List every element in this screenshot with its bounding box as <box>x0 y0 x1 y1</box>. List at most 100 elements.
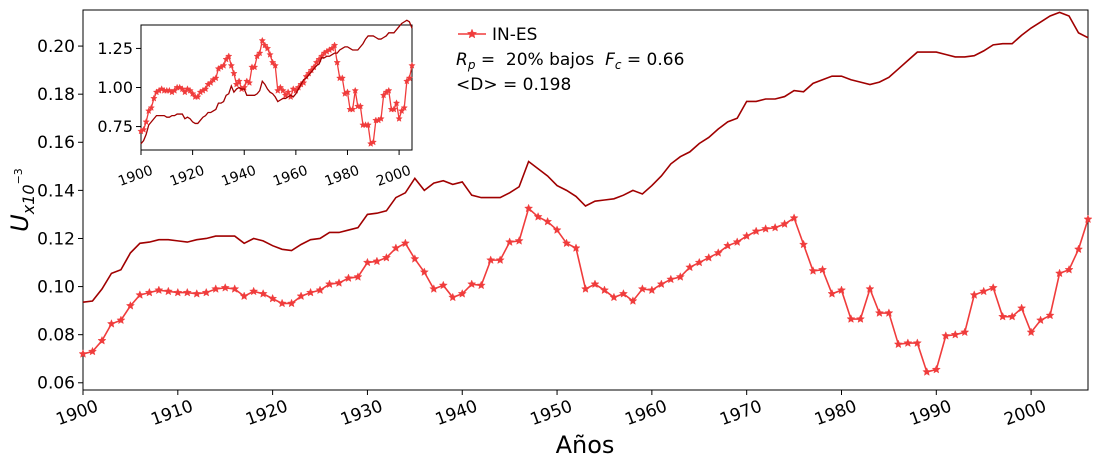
inset-data-point-star <box>256 49 264 57</box>
inset-data-point-star <box>364 121 372 129</box>
inset-data-point-star <box>222 55 230 63</box>
main-data-point-star <box>1017 303 1027 313</box>
main-data-point-star <box>865 284 875 293</box>
main-x-axis: 1900 1910 1920 1930 1940 1950 1960 1970 1980 1990… <box>54 390 1049 430</box>
main-data-point-star <box>334 278 344 287</box>
inset-data-point-star <box>385 86 393 94</box>
inset-data-point-star <box>219 61 228 69</box>
main-data-point-star <box>694 257 704 267</box>
main-data-point-star <box>163 286 173 296</box>
main-y-tick-label: 0.20 <box>37 37 75 57</box>
main-data-point-star <box>277 298 287 308</box>
main-chart: 0.06 0.08 0.10 0.12 0.14 0.16 0.18 0.20 1900 191… <box>6 9 1093 459</box>
inset-data-point-star <box>330 41 339 49</box>
annotations: Rp = 20% bajos Fc = 0.66 <D> = 0.198 <box>456 50 684 95</box>
main-data-point-star <box>1036 315 1046 325</box>
inset-data-point-star <box>186 86 194 94</box>
inset-data-point-star <box>343 88 352 96</box>
inset-data-point-star <box>369 138 377 146</box>
main-data-point-star <box>855 314 865 323</box>
main-data-point-star <box>533 212 543 221</box>
main-data-point-star <box>258 289 268 298</box>
inset-y-tick-label: 1.25 <box>97 39 133 58</box>
main-data-point-star <box>1064 265 1074 274</box>
main-data-point-star <box>770 222 780 232</box>
main-data-point-star <box>922 367 932 376</box>
main-data-point-star <box>296 291 306 301</box>
main-series-reference-line <box>82 11 1089 304</box>
inset-data-point-star <box>188 89 197 97</box>
main-data-point-star <box>1026 327 1036 337</box>
main-data-point-star <box>704 253 714 262</box>
inset-data-point-star <box>253 52 261 60</box>
main-data-point-star <box>552 225 562 234</box>
main-data-point-star <box>761 224 771 233</box>
annotation-rp-text: = 20% bajos <box>475 50 605 70</box>
main-data-point-star <box>637 284 647 293</box>
inset-series-reference-line <box>140 19 413 145</box>
inset-data-point-star <box>271 61 279 69</box>
main-data-point-star <box>780 219 790 228</box>
inset-data-point-star <box>333 58 341 66</box>
main-data-point-star <box>514 236 524 245</box>
main-data-point-star <box>912 338 922 347</box>
inset-data-point-star <box>328 44 336 52</box>
main-data-point-star <box>287 298 297 308</box>
legend: IN-ES <box>458 25 537 45</box>
inset-data-point-star <box>403 77 411 85</box>
main-data-point-star <box>495 255 505 264</box>
inset-data-point-star <box>147 103 155 111</box>
main-data-point-star <box>230 284 240 293</box>
main-data-point-star <box>343 273 353 282</box>
main-data-point-star <box>249 286 259 296</box>
inset-data-point-star <box>194 93 202 100</box>
main-data-point-star <box>135 290 145 299</box>
inset-data-point-star <box>263 44 272 52</box>
main-data-point-star <box>476 280 486 290</box>
inset-data-point-star <box>181 88 189 96</box>
main-data-point-star <box>1083 214 1093 224</box>
main-y-tick-label: 0.08 <box>37 326 75 346</box>
main-data-point-star <box>950 329 960 339</box>
inset-data-point-star <box>379 91 388 99</box>
main-y-tick-label: 0.18 <box>37 85 75 105</box>
main-data-point-star <box>182 287 192 297</box>
main-data-point-star <box>268 293 278 303</box>
main-data-point-star <box>78 349 88 358</box>
main-y-tick-label: 0.10 <box>37 278 75 298</box>
main-data-point-star <box>808 266 818 275</box>
inset-data-point-star <box>279 86 287 94</box>
main-data-point-star <box>400 238 410 248</box>
main-data-point-star <box>893 339 903 349</box>
main-data-point-star <box>353 272 363 281</box>
main-data-point-star <box>457 289 467 298</box>
main-data-point-star <box>979 286 989 296</box>
y-axis-label-main: U <box>6 214 34 232</box>
inset-data-point-star <box>225 52 233 60</box>
main-data-point-star <box>988 283 998 292</box>
inset-data-point-star <box>207 78 215 86</box>
main-x-tick-label: 1930 <box>338 396 385 430</box>
y-axis-label-sup: −3 <box>12 168 25 184</box>
main-data-point-star <box>581 284 590 293</box>
main-data-point-star <box>562 238 572 248</box>
main-data-point-star <box>154 285 164 295</box>
main-data-point-star <box>998 311 1008 321</box>
inset-data-point-star <box>235 77 243 85</box>
annotation-rp-symbol: R <box>456 50 468 70</box>
main-data-point-star <box>1045 310 1055 320</box>
main-y-axis: 0.06 0.08 0.10 0.12 0.14 0.16 0.18 0.20 <box>37 37 83 394</box>
x-axis-label: Años <box>556 431 615 459</box>
inset-data-point-star <box>392 99 401 107</box>
main-data-point-star <box>220 283 230 292</box>
inset-data-point-star <box>349 105 357 113</box>
main-data-point-star <box>590 279 600 289</box>
main-data-point-star <box>941 331 951 340</box>
main-data-point-star <box>543 216 553 226</box>
inset-data-point-star <box>258 36 266 44</box>
main-data-point-star <box>448 292 458 302</box>
main-data-point-star <box>97 335 107 345</box>
inset-data-point-star <box>395 114 403 122</box>
main-data-point-star <box>125 301 135 310</box>
main-data-point-star <box>818 265 828 274</box>
